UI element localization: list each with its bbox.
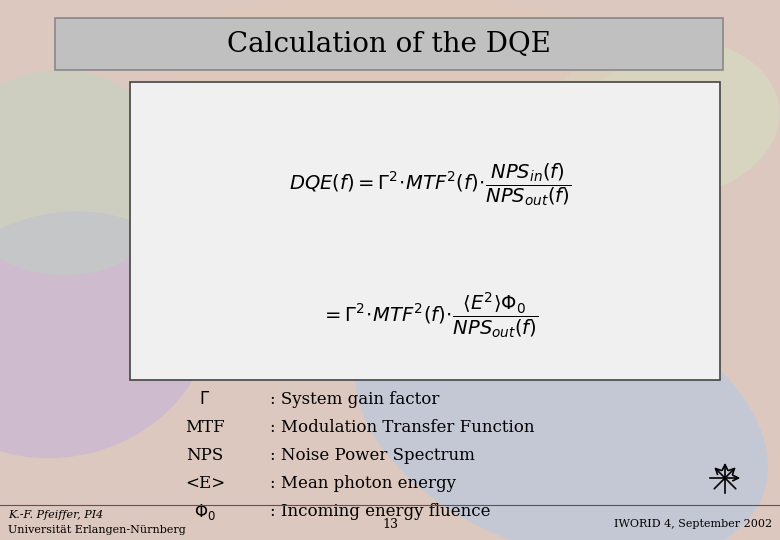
FancyBboxPatch shape xyxy=(130,82,720,380)
Text: $DQE(f) = \Gamma^2 \!\cdot\! MTF^2(f) \!\cdot\! \dfrac{NPS_{in}(f)}{NPS_{out}(f): $DQE(f) = \Gamma^2 \!\cdot\! MTF^2(f) \!… xyxy=(289,161,571,208)
Text: 13: 13 xyxy=(382,517,398,530)
Text: : Noise Power Spectrum: : Noise Power Spectrum xyxy=(270,448,475,464)
Ellipse shape xyxy=(546,37,780,200)
Text: : Incoming energy fluence: : Incoming energy fluence xyxy=(270,503,491,521)
Ellipse shape xyxy=(156,0,624,113)
Ellipse shape xyxy=(0,70,179,275)
Text: IWORID 4, September 2002: IWORID 4, September 2002 xyxy=(614,519,772,529)
Text: NPS: NPS xyxy=(186,448,224,464)
Text: Universität Erlangen-Nürnberg: Universität Erlangen-Nürnberg xyxy=(8,525,186,535)
FancyBboxPatch shape xyxy=(55,18,723,70)
Ellipse shape xyxy=(355,279,768,540)
Text: $\Gamma$: $\Gamma$ xyxy=(200,392,211,408)
Text: : System gain factor: : System gain factor xyxy=(270,392,439,408)
Text: $\Phi_0$: $\Phi_0$ xyxy=(194,502,216,522)
Text: <E>: <E> xyxy=(185,476,225,492)
Text: $= \Gamma^2 \!\cdot\! MTF^2(f) \!\cdot\! \dfrac{\langle E^2 \rangle \Phi_0}{NPS_: $= \Gamma^2 \!\cdot\! MTF^2(f) \!\cdot\!… xyxy=(321,290,539,340)
Text: : Mean photon energy: : Mean photon energy xyxy=(270,476,456,492)
Text: K.-F. Pfeiffer, PI4: K.-F. Pfeiffer, PI4 xyxy=(8,510,103,520)
Text: MTF: MTF xyxy=(185,420,225,436)
Text: : Modulation Transfer Function: : Modulation Transfer Function xyxy=(270,420,534,436)
Text: Calculation of the DQE: Calculation of the DQE xyxy=(227,30,551,57)
Ellipse shape xyxy=(0,211,209,458)
